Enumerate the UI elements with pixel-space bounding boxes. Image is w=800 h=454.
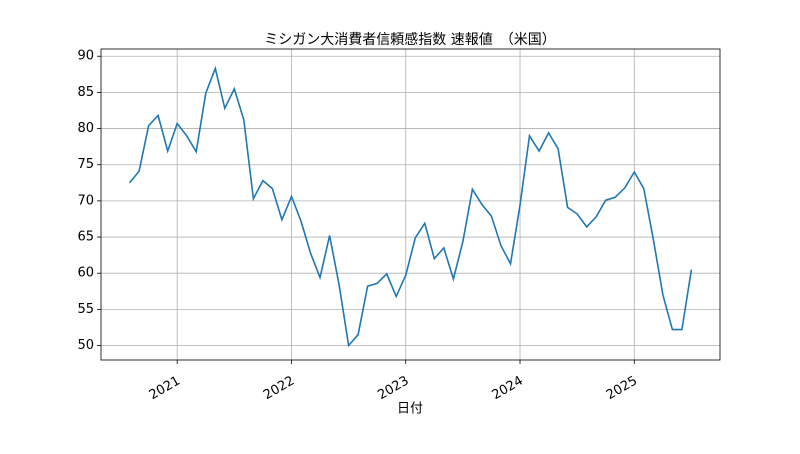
y-tick-label: 55 <box>77 302 94 317</box>
y-tick-label: 80 <box>77 121 94 136</box>
chart-title: ミシガン大消費者信頼感指数 速報値 （米国） <box>264 31 555 48</box>
line <box>128 65 693 348</box>
y-tick-label: 60 <box>77 266 94 281</box>
x-tick-label: 2021 <box>147 374 183 404</box>
plot-frame <box>100 48 721 361</box>
x-tick-label: 2022 <box>261 374 297 404</box>
y-tick-label: 75 <box>77 157 94 172</box>
x-axis-label: 日付 <box>397 402 423 417</box>
y-tick-label: 50 <box>77 338 94 353</box>
y-tick-label: 90 <box>77 49 94 64</box>
y-tick-label: 65 <box>77 230 94 245</box>
y-tick-label: 85 <box>77 85 94 100</box>
x-tick-label: 2023 <box>375 374 411 404</box>
x-tick-label: 2025 <box>604 374 640 404</box>
y-tick-label: 70 <box>77 193 94 208</box>
x-tick-label: 2024 <box>490 374 526 404</box>
